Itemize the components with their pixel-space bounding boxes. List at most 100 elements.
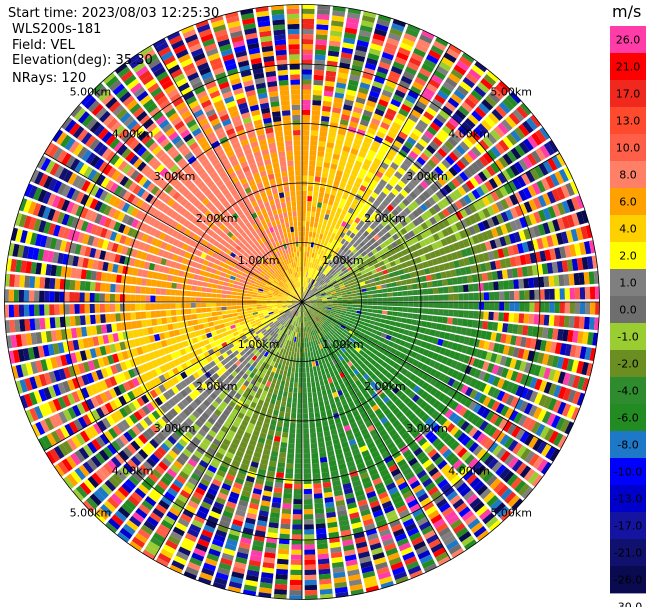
velocity-cell (276, 558, 289, 565)
velocity-cell (513, 313, 520, 323)
velocity-cell (290, 559, 302, 565)
velocity-cell (312, 467, 320, 474)
velocity-cell (475, 244, 483, 254)
velocity-cell (367, 127, 377, 135)
velocity-cell (272, 492, 282, 499)
velocity-cell (381, 89, 393, 98)
velocity-cell (325, 147, 334, 154)
velocity-cell (376, 103, 387, 112)
velocity-cell (310, 351, 314, 357)
velocity-cell (389, 200, 398, 209)
velocity-cell (338, 67, 350, 74)
velocity-cell (450, 223, 459, 233)
velocity-cell (314, 503, 324, 509)
velocity-cell (457, 105, 470, 117)
velocity-cell (386, 244, 394, 251)
velocity-cell (294, 377, 299, 383)
velocity-cell (316, 543, 328, 550)
velocity-cell (308, 231, 313, 237)
velocity-cell (324, 152, 333, 159)
velocity-cell (503, 312, 510, 322)
velocity-cell (446, 216, 455, 225)
velocity-cell (375, 71, 387, 80)
velocity-cell (403, 233, 411, 241)
velocity-cell (357, 295, 363, 299)
velocity-cell (283, 488, 293, 494)
velocity-cell (302, 195, 307, 201)
velocity-cell (415, 100, 427, 110)
velocity-cell (536, 237, 544, 250)
velocity-cell (295, 367, 299, 373)
velocity-cell (478, 155, 489, 167)
velocity-cell (219, 323, 226, 329)
velocity-cell (516, 105, 529, 119)
velocity-cell (499, 302, 505, 311)
velocity-cell (310, 285, 314, 290)
velocity-cell (451, 251, 458, 260)
velocity-cell (398, 269, 405, 275)
velocity-cell (317, 197, 324, 203)
velocity-cell (304, 529, 315, 535)
velocity-cell (563, 315, 570, 328)
velocity-cell (328, 215, 334, 222)
velocity-cell (302, 4, 315, 9)
velocity-cell (374, 262, 381, 269)
velocity-cell (386, 315, 392, 321)
velocity-cell (394, 171, 403, 180)
velocity-cell (311, 462, 320, 469)
velocity-cell (307, 185, 314, 192)
velocity-cell (542, 192, 552, 206)
velocity-cell (366, 57, 378, 66)
velocity-cell (302, 64, 313, 70)
velocity-cell (385, 251, 392, 258)
velocity-cell (317, 202, 323, 208)
velocity-cell (422, 288, 429, 295)
velocity-cell (390, 320, 396, 326)
velocity-cell (287, 397, 292, 403)
velocity-cell (304, 549, 316, 555)
velocity-cell (396, 263, 403, 270)
velocity-cell (398, 131, 408, 140)
velocity-cell (484, 116, 496, 128)
velocity-cell (524, 302, 530, 312)
velocity-cell (392, 157, 402, 167)
velocity-cell (302, 327, 304, 333)
velocity-cell (332, 300, 338, 302)
velocity-cell (376, 215, 384, 223)
velocity-cell (304, 292, 307, 298)
velocity-cell (302, 332, 304, 338)
velocity-cell (492, 175, 503, 187)
velocity-cell (323, 90, 334, 97)
velocity-cell (364, 62, 377, 71)
velocity-cell (410, 277, 417, 284)
velocity-cell (362, 204, 370, 212)
velocity-cell (347, 12, 361, 20)
velocity-cell (542, 160, 554, 174)
velocity-cell (299, 327, 301, 333)
velocity-cell (322, 476, 331, 483)
velocity-cell (458, 302, 464, 309)
velocity-cell (286, 463, 294, 469)
velocity-cell (305, 226, 310, 232)
velocity-cell (346, 89, 357, 97)
velocity-cell (334, 212, 341, 219)
velocity-cell (313, 488, 323, 494)
velocity-cell (527, 184, 537, 197)
velocity-cell (332, 264, 338, 270)
velocity-cell (303, 300, 307, 302)
velocity-cell (310, 442, 318, 449)
velocity-cell (332, 153, 340, 160)
velocity-cell (468, 203, 477, 214)
velocity-cell (373, 219, 380, 227)
velocity-cell (455, 250, 463, 259)
velocity-cell (317, 222, 323, 229)
velocity-cell (305, 294, 309, 299)
velocity-cell (305, 236, 309, 242)
velocity-cell (366, 99, 377, 108)
velocity-cell (365, 257, 372, 264)
velocity-cell (500, 211, 509, 223)
velocity-cell (312, 89, 323, 96)
velocity-cell (433, 302, 439, 308)
velocity-cell (306, 297, 312, 300)
velocity-cell (466, 133, 478, 145)
